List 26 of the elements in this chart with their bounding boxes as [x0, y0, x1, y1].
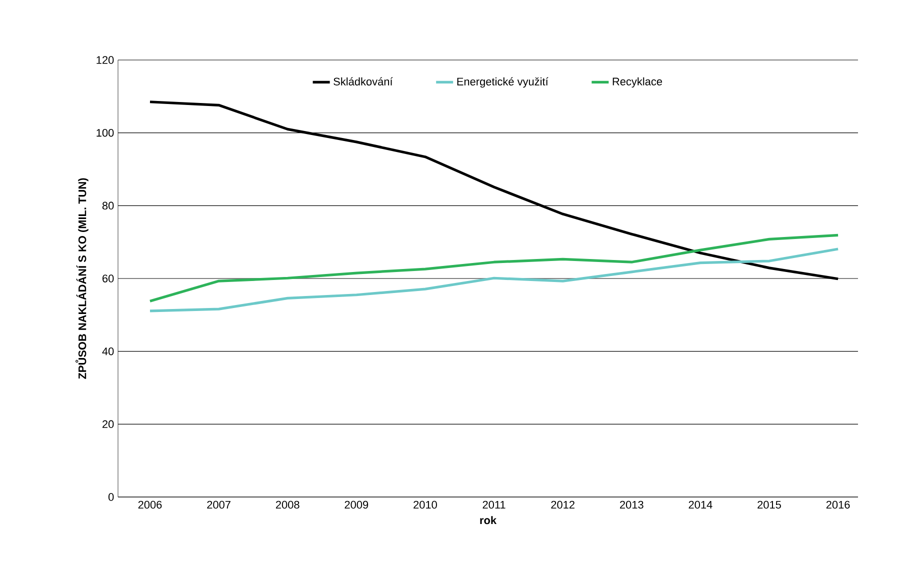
y-tick-label: 120 — [96, 56, 114, 64]
x-tick-label: 2013 — [620, 500, 644, 509]
line-series — [148, 248, 840, 312]
line-series — [148, 234, 840, 302]
x-tick-label: 2007 — [207, 500, 230, 509]
x-tick-label: 2015 — [758, 500, 781, 509]
y-tick-label: 80 — [102, 202, 114, 210]
y-tick-label: 20 — [102, 420, 114, 428]
x-tick-label: 2009 — [344, 500, 368, 509]
x-tick-label: 2012 — [551, 500, 574, 509]
y-tick-label: 40 — [102, 347, 114, 356]
x-tick-label: 2014 — [688, 500, 712, 509]
y-tick-label: 0 — [108, 493, 114, 501]
x-tick-label: 2016 — [826, 500, 850, 509]
line-series — [148, 100, 840, 280]
y-axis-title: ZPŮSOB NAKLÁDÁNÍ S KO (MIL. TUN) — [76, 178, 88, 379]
y-tick-label: 60 — [102, 274, 114, 282]
x-tick-label: 2008 — [276, 500, 300, 509]
legend-label: Recyklace — [612, 77, 662, 88]
legend-label: Skládkování — [334, 77, 393, 86]
legend-label: Energetické využití — [457, 77, 548, 88]
x-tick-label: 2011 — [482, 500, 506, 509]
x-axis-title: rok — [480, 516, 497, 524]
x-tick-label: 2006 — [138, 500, 162, 509]
x-tick-label: 2010 — [414, 500, 437, 509]
y-tick-label: 100 — [96, 128, 114, 137]
